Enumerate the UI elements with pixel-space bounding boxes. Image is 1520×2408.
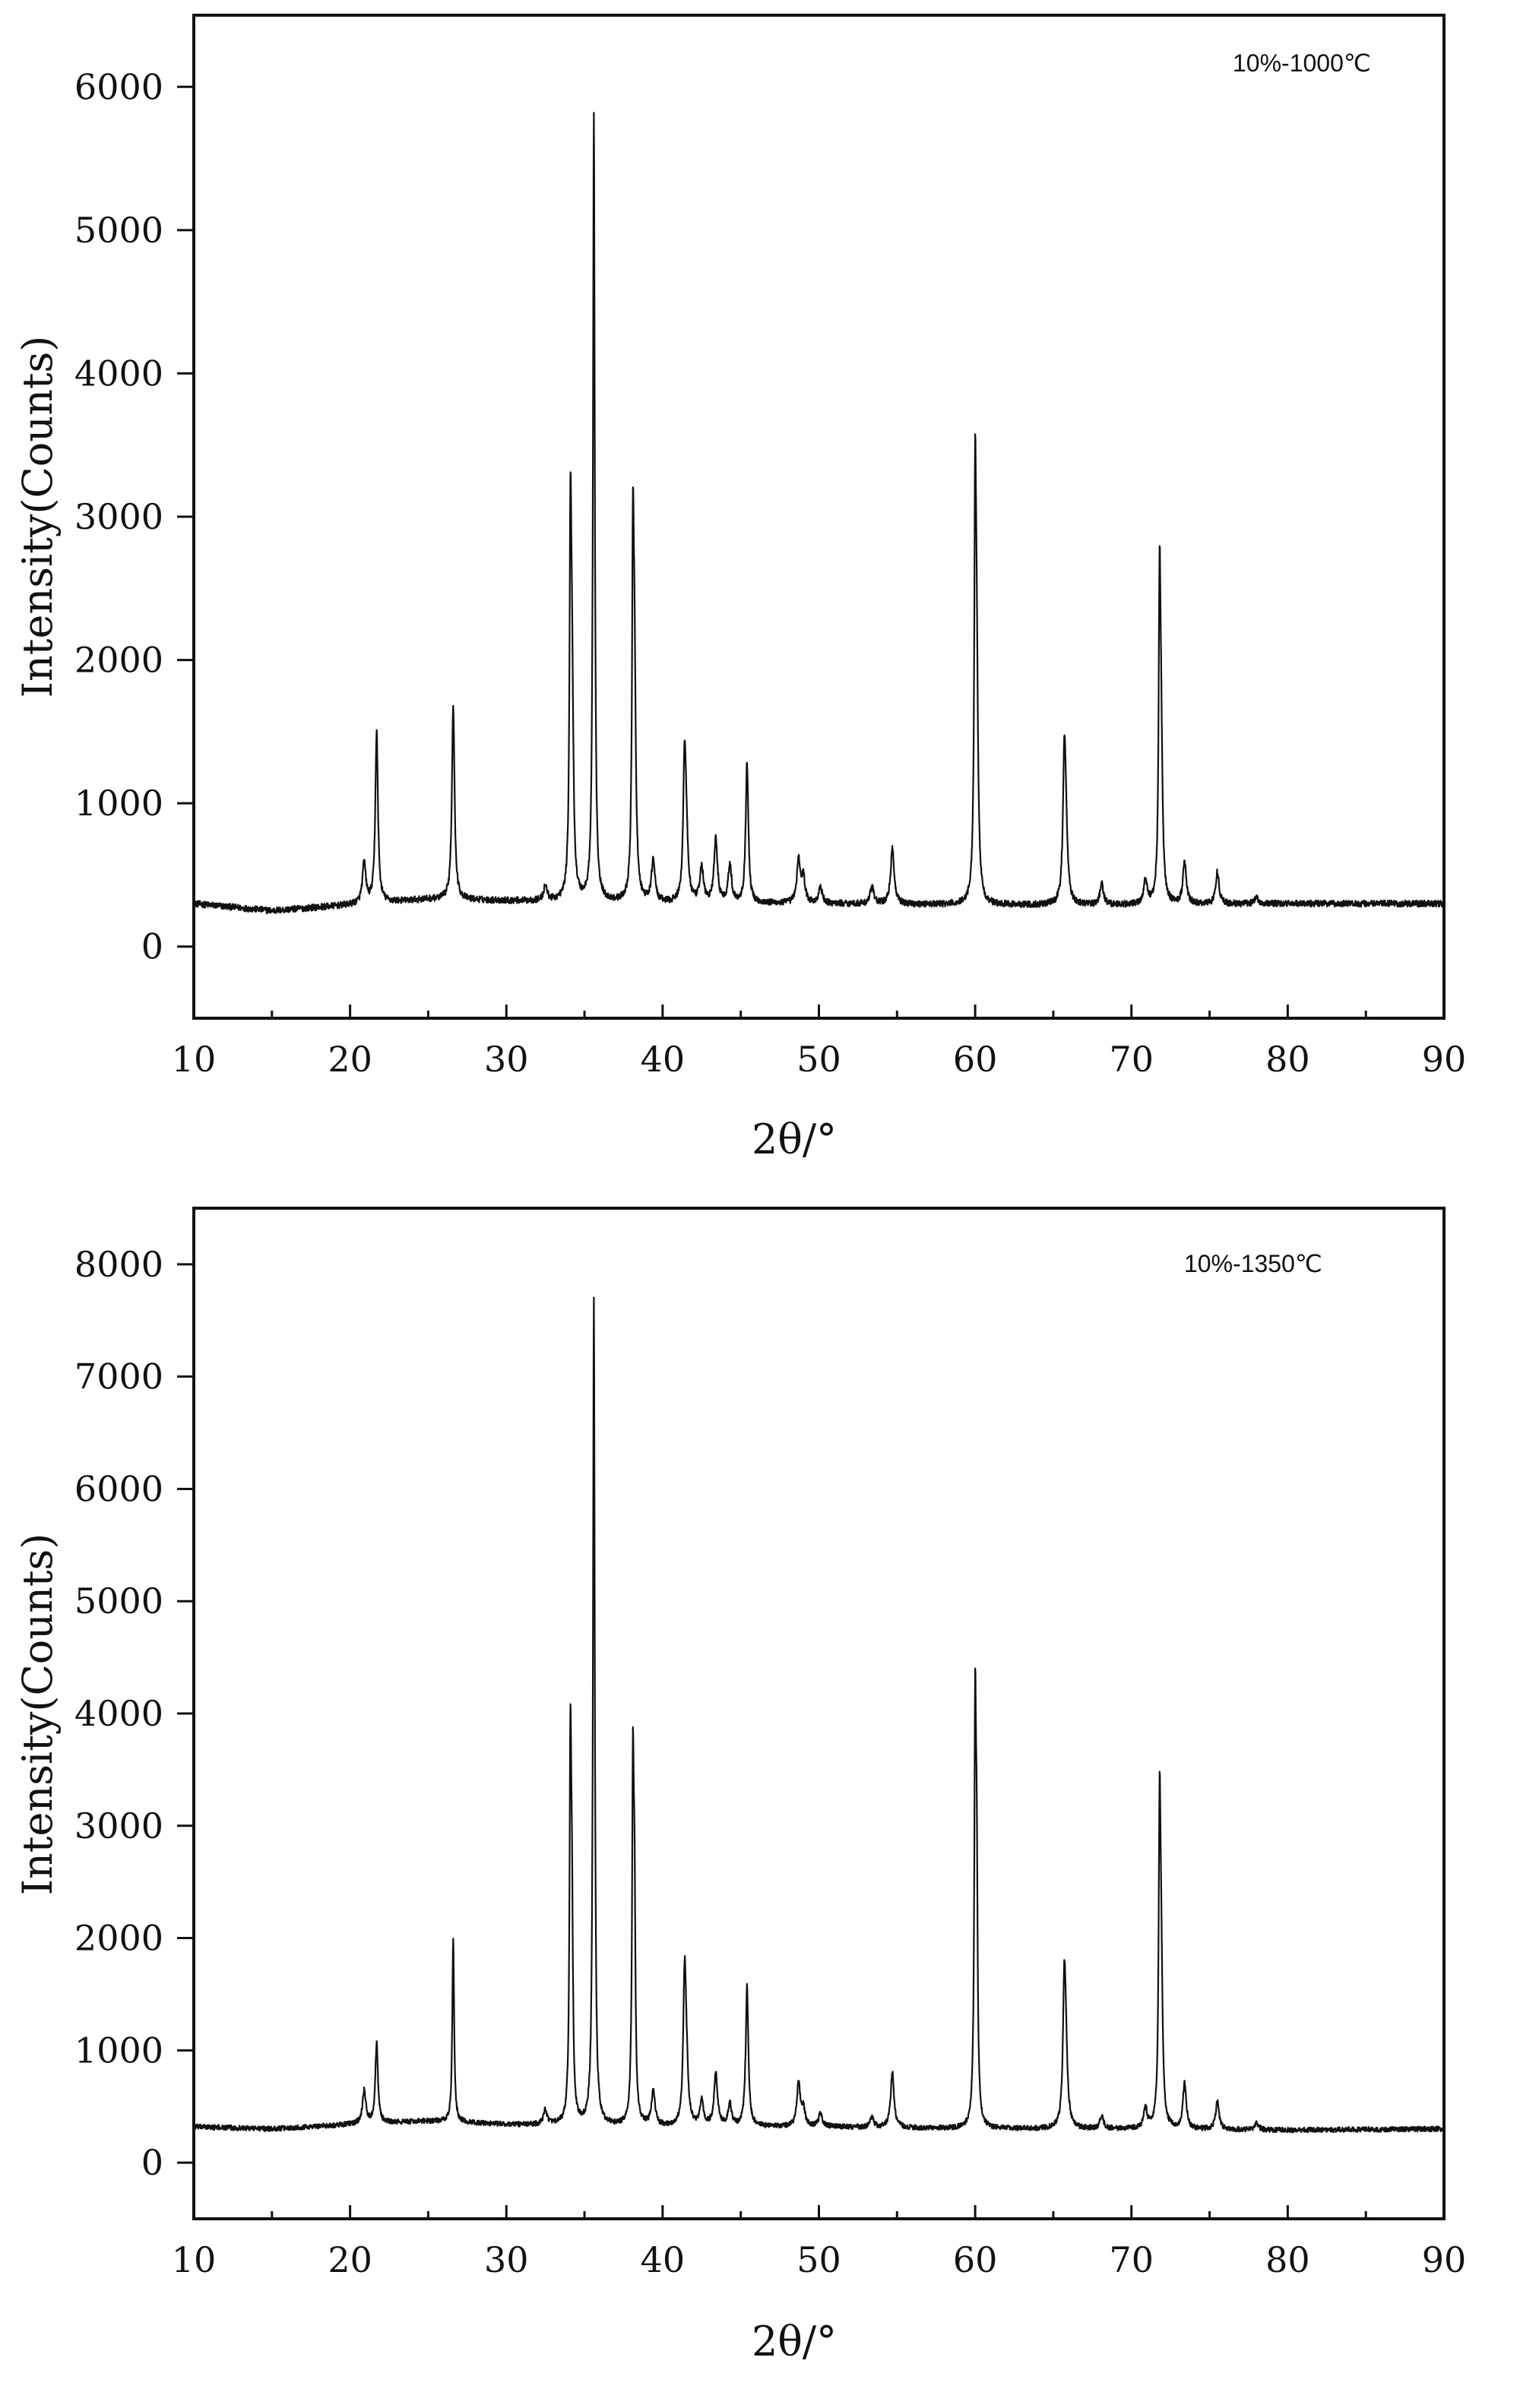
x-axis-ticks: 10 20 30 40 50 60 70 80 90 — [172, 2205, 1467, 2280]
y-tick-label: 6000 — [74, 1468, 163, 1509]
x-tick-label: 20 — [328, 1039, 372, 1080]
plot-frame — [192, 1207, 1446, 2220]
x-axis-title: 2θ/° — [752, 2318, 837, 2365]
x-tick-label: 70 — [1109, 1039, 1154, 1080]
y-tick-label: 7000 — [74, 1356, 163, 1397]
diffraction-trace — [193, 112, 1446, 915]
y-tick-label: 4000 — [74, 1693, 163, 1734]
x-tick-label: 90 — [1422, 1039, 1467, 1080]
x-tick-label: 30 — [484, 1039, 529, 1080]
x-tick-label: 50 — [796, 1039, 841, 1080]
x-tick-label: 40 — [641, 2239, 686, 2280]
y-axis-ticks: 0 1000 2000 3000 4000 5000 6000 7000 8000 — [74, 1244, 194, 2183]
x-tick-label: 40 — [641, 1039, 686, 1080]
y-tick-label: 1000 — [74, 2030, 163, 2071]
chart-panel-1000c: 10 20 30 40 50 60 70 80 90 0 1000 2000 3000 4000 5000… — [14, 14, 1467, 1163]
y-tick-label: 2000 — [74, 1918, 163, 1959]
y-axis-ticks: 0 1000 2000 3000 4000 5000 6000 — [74, 66, 194, 967]
x-axis-ticks: 10 20 30 40 50 60 70 80 90 — [172, 1005, 1467, 1080]
x-tick-label: 60 — [953, 2239, 998, 2280]
y-tick-label: 5000 — [74, 210, 163, 251]
y-tick-label: 2000 — [74, 640, 163, 681]
x-tick-label: 50 — [796, 2239, 841, 2280]
x-tick-label: 60 — [953, 1039, 998, 1080]
x-tick-label: 10 — [172, 1039, 217, 1080]
x-tick-label: 20 — [328, 2239, 372, 2280]
y-tick-label: 3000 — [74, 496, 163, 537]
x-tick-label: 80 — [1265, 1039, 1310, 1080]
y-tick-label: 1000 — [74, 783, 163, 824]
sample-annotation: 10%-1350℃ — [1184, 1250, 1322, 1277]
y-axis-title: Intensity(Counts) — [14, 336, 62, 698]
y-tick-label: 0 — [141, 926, 163, 967]
chart-panel-1350c: 10 20 30 40 50 60 70 80 90 0 1000 2000 3000 4000 5000… — [14, 1207, 1467, 2365]
x-tick-label: 90 — [1422, 2239, 1467, 2280]
sample-annotation: 10%-1000℃ — [1233, 49, 1371, 77]
y-tick-label: 5000 — [74, 1581, 163, 1622]
y-tick-label: 6000 — [74, 66, 163, 107]
x-axis-title: 2θ/° — [752, 1115, 837, 1163]
x-tick-label: 10 — [172, 2239, 217, 2280]
y-tick-label: 0 — [141, 2142, 163, 2183]
y-tick-label: 4000 — [74, 353, 163, 394]
y-axis-title: Intensity(Counts) — [14, 1533, 62, 1896]
diffraction-trace — [192, 1296, 1446, 2134]
y-tick-label: 3000 — [74, 1805, 163, 1846]
x-tick-label: 30 — [484, 2239, 529, 2280]
x-tick-label: 80 — [1265, 2239, 1310, 2280]
y-tick-label: 8000 — [74, 1244, 163, 1285]
x-tick-label: 70 — [1109, 2239, 1154, 2280]
plot-frame — [192, 14, 1446, 1020]
